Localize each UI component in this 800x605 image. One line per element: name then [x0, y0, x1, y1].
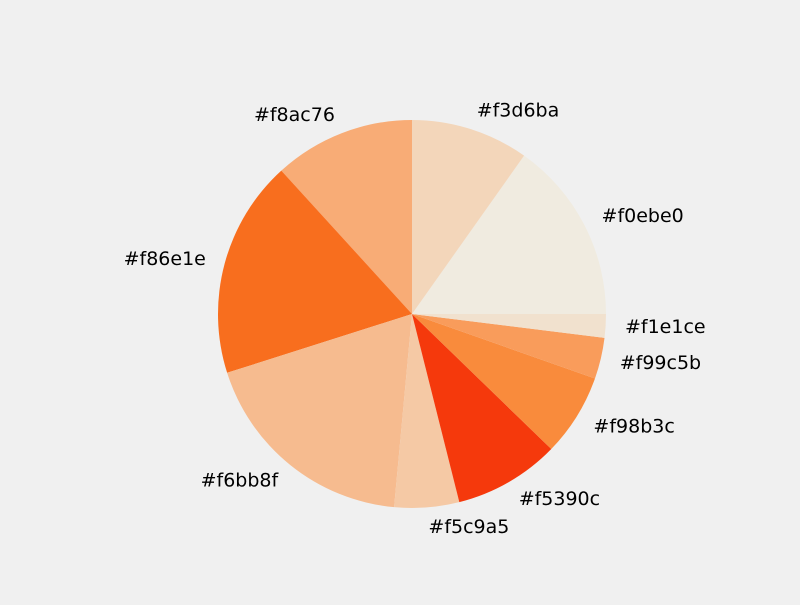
pie-labels: #f0ebe0 #f3d6ba #f8ac76 #f86e1e #f6bb8f #f5c9…: [124, 100, 706, 538]
pie-slice-f99c5b: [412, 314, 605, 379]
pie-label-f5c9a5: #f5c9a5: [428, 516, 509, 538]
pie-slice-f6bb8f: [227, 314, 412, 508]
pie-slice-f1e1ce: [412, 314, 606, 338]
pie-slice-f8ac76: [281, 120, 412, 314]
pie-label-f0ebe0: #f0ebe0: [602, 205, 684, 227]
pie-label-f1e1ce: #f1e1ce: [625, 316, 706, 338]
pie-slice-f3d6ba: [412, 120, 525, 314]
pie-label-f99c5b: #f99c5b: [620, 352, 701, 374]
pie-label-f6bb8f: #f6bb8f: [201, 469, 280, 491]
pie-label-f98b3c: #f98b3c: [593, 415, 674, 437]
pie-slice-f0ebe0: [412, 155, 606, 314]
pie-slice-f5c9a5: [394, 314, 460, 508]
pie-label-f8ac76: #f8ac76: [254, 104, 335, 126]
pie-slice-f98b3c: [412, 314, 595, 450]
pie-slice-f86e1e: [218, 170, 412, 373]
pie-slice-f5390c: [412, 314, 552, 503]
pie-label-f86e1e: #f86e1e: [124, 248, 206, 270]
pie-label-f5390c: #f5390c: [519, 488, 600, 510]
pie-label-f3d6ba: #f3d6ba: [477, 100, 560, 122]
pie-slices: [218, 120, 606, 508]
